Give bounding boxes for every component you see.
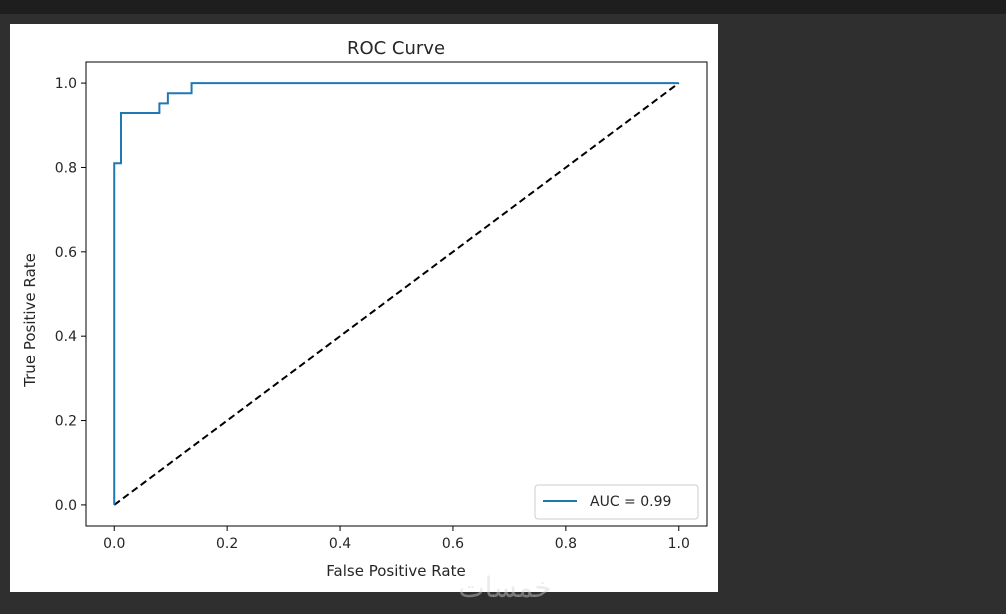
chart-title: ROC Curve <box>347 38 445 59</box>
legend-entry-label: AUC = 0.99 <box>590 494 671 510</box>
x-tick-label: 0.8 <box>555 536 577 552</box>
plot-area-frame <box>85 61 708 527</box>
y-tick-label: 0.8 <box>55 160 77 176</box>
x-tick-label: 1.0 <box>668 536 690 552</box>
legend-box <box>534 484 699 520</box>
watermark-text: خمسات <box>458 571 552 604</box>
top-bar <box>0 0 1006 14</box>
y-tick-label: 0.4 <box>55 329 77 345</box>
y-tick-label: 0.2 <box>55 414 77 430</box>
y-tick-label: 0.0 <box>55 498 77 514</box>
random-classifier-diagonal <box>113 82 680 506</box>
roc-curve-line <box>113 82 679 505</box>
y-tick-label: 1.0 <box>55 76 77 92</box>
y-tick-label: 0.6 <box>55 245 77 261</box>
legend: AUC = 0.99 <box>534 484 699 520</box>
roc-chart: ROC Curve 0.0 0.2 0.4 0.6 0.8 1.0 0.0 0.2 0.4 0.6… <box>21 38 708 580</box>
y-axis-label: True Positive Rate <box>21 253 39 388</box>
x-tick-label: 0.2 <box>216 536 238 552</box>
x-tick-label: 0.0 <box>103 536 125 552</box>
x-tick-label: 0.6 <box>442 536 464 552</box>
chart-figure: ROC Curve 0.0 0.2 0.4 0.6 0.8 1.0 0.0 0.2 0.4 0.6… <box>10 24 718 592</box>
x-axis-label: False Positive Rate <box>326 562 465 580</box>
x-tick-label: 0.4 <box>329 536 351 552</box>
